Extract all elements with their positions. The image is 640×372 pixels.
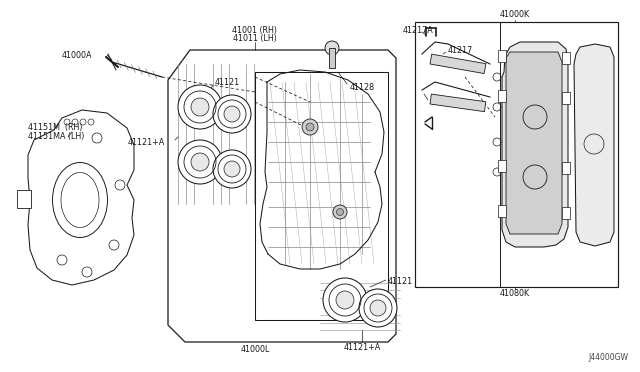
- Text: 41121+A: 41121+A: [344, 343, 381, 352]
- Bar: [498, 90, 506, 102]
- Bar: [329, 48, 335, 68]
- Text: 41151M  (RH): 41151M (RH): [28, 122, 83, 131]
- Circle shape: [325, 41, 339, 55]
- Text: 41217: 41217: [448, 45, 473, 55]
- Text: 41011 (LH): 41011 (LH): [233, 33, 277, 42]
- Text: 41000L: 41000L: [240, 346, 269, 355]
- Text: 41217A: 41217A: [403, 26, 434, 35]
- Circle shape: [302, 119, 318, 135]
- Polygon shape: [506, 52, 562, 234]
- Circle shape: [224, 106, 240, 122]
- Text: 41151MA (LH): 41151MA (LH): [28, 131, 84, 141]
- Circle shape: [213, 95, 251, 133]
- Circle shape: [333, 205, 347, 219]
- Bar: [17, 190, 31, 208]
- Circle shape: [370, 300, 386, 316]
- Bar: [430, 94, 486, 112]
- Circle shape: [336, 291, 354, 309]
- Bar: [430, 54, 486, 74]
- Circle shape: [191, 153, 209, 171]
- Circle shape: [359, 289, 397, 327]
- Bar: [562, 52, 570, 64]
- Bar: [498, 50, 506, 62]
- Circle shape: [306, 123, 314, 131]
- Text: 41128: 41128: [350, 83, 375, 92]
- Bar: [498, 160, 506, 172]
- Text: 41001 (RH): 41001 (RH): [232, 26, 278, 35]
- Bar: [562, 162, 570, 174]
- Text: J44000GW: J44000GW: [588, 353, 628, 362]
- Bar: [498, 205, 506, 217]
- Bar: [415, 22, 618, 287]
- Circle shape: [323, 278, 367, 322]
- Bar: [562, 92, 570, 104]
- Bar: [255, 72, 388, 320]
- Circle shape: [337, 208, 344, 215]
- Polygon shape: [574, 44, 614, 246]
- Circle shape: [191, 98, 209, 116]
- Bar: [562, 207, 570, 219]
- Text: 41080K: 41080K: [500, 289, 530, 298]
- Text: 41217: 41217: [430, 97, 455, 106]
- Text: 41121+A: 41121+A: [128, 138, 165, 147]
- Text: 41000A: 41000A: [62, 51, 93, 60]
- Circle shape: [213, 150, 251, 188]
- Circle shape: [178, 85, 222, 129]
- Text: 41121: 41121: [215, 77, 240, 87]
- Text: 41000K: 41000K: [500, 10, 530, 19]
- Polygon shape: [502, 42, 568, 247]
- Text: 41121: 41121: [388, 278, 413, 286]
- Circle shape: [178, 140, 222, 184]
- Circle shape: [224, 161, 240, 177]
